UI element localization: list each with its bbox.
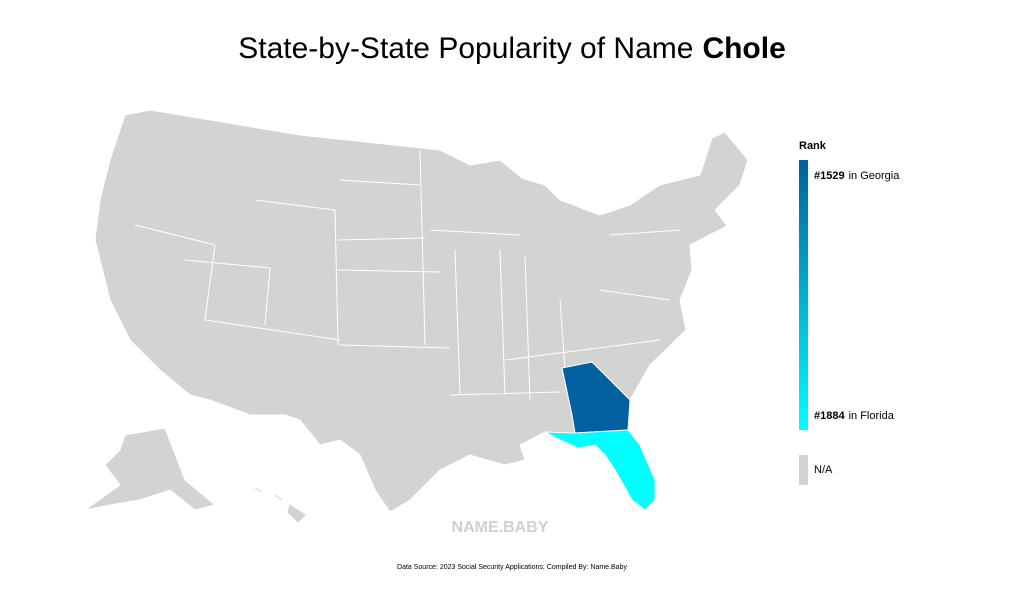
alaska bbox=[84, 427, 217, 511]
hawaii bbox=[254, 487, 306, 523]
title: State-by-State Popularity of Name Chole bbox=[238, 32, 786, 65]
legend-top-rank: #1529 bbox=[814, 170, 845, 182]
watermark: NAME.BABY bbox=[452, 519, 549, 536]
legend-bottom-label: #1884 in Florida bbox=[814, 410, 895, 422]
map bbox=[84, 109, 749, 523]
title-name: Chole bbox=[702, 32, 785, 65]
title-text: State-by-State Popularity of Name bbox=[238, 32, 693, 65]
legend-title: Rank bbox=[799, 140, 827, 152]
legend-top-label: #1529 in Georgia bbox=[814, 170, 900, 182]
state-borders bbox=[134, 149, 681, 401]
lower-48 bbox=[94, 109, 749, 513]
legend-bottom-state: in Florida bbox=[849, 410, 895, 422]
legend-bottom-rank: #1884 bbox=[814, 410, 845, 422]
legend-gradient bbox=[799, 160, 808, 430]
footer: Data Source: 2023 Social Security Applic… bbox=[397, 564, 627, 571]
legend-top-state: in Georgia bbox=[849, 170, 901, 182]
florida bbox=[544, 429, 656, 511]
legend-na-label: N/A bbox=[814, 464, 833, 476]
legend: Rank #1529 in Georgia #1884 in Florida N/A bbox=[799, 140, 900, 485]
georgia bbox=[561, 361, 631, 434]
legend-na-swatch bbox=[799, 455, 808, 485]
